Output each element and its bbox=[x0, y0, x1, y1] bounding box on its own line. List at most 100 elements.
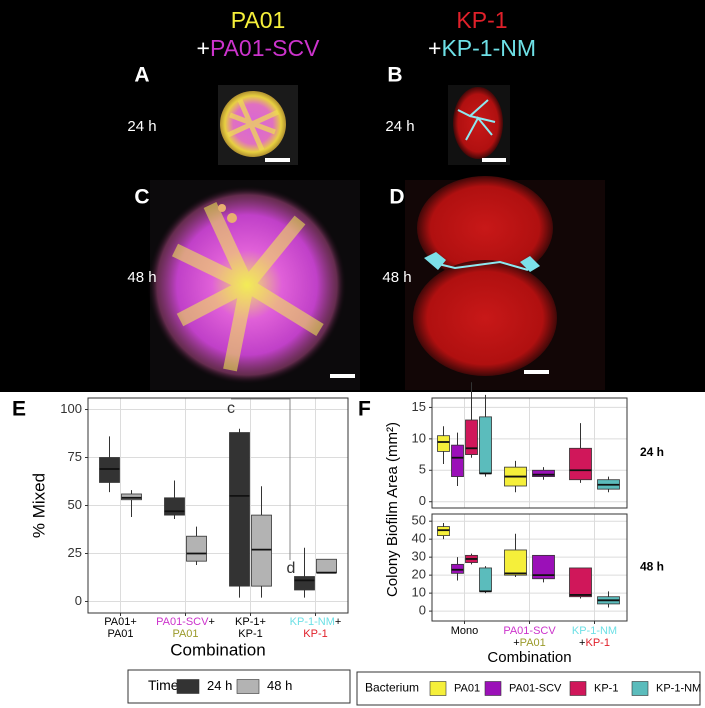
panel-label: E bbox=[12, 398, 26, 421]
box bbox=[121, 493, 142, 501]
panel-border bbox=[87, 397, 349, 614]
x-tick-label: Mono bbox=[451, 625, 479, 637]
time-label: 48 h bbox=[382, 269, 411, 286]
label-segment: KP-1 bbox=[585, 637, 609, 649]
box bbox=[504, 549, 527, 576]
scale-bar bbox=[265, 158, 290, 162]
legend-key bbox=[569, 681, 587, 696]
box bbox=[532, 469, 555, 477]
legend-label: 48 h bbox=[267, 678, 292, 693]
x-tick-label: PA01-SCV+ bbox=[156, 616, 215, 628]
colony-image bbox=[453, 87, 503, 159]
x-tick-label: PA01-SCV bbox=[503, 625, 556, 637]
label-segment: + bbox=[579, 637, 585, 649]
legend-key bbox=[631, 681, 649, 696]
x-tick-label: KP-1 bbox=[238, 628, 262, 640]
legend-label: PA01-SCV bbox=[509, 682, 562, 694]
label-segment: PA01 bbox=[520, 637, 546, 649]
facet-label: 24 h bbox=[640, 445, 664, 459]
scale-bar bbox=[482, 158, 506, 162]
x-tick-label: +PA01 bbox=[513, 637, 546, 649]
label-segment: + bbox=[513, 637, 519, 649]
colony-texture bbox=[227, 213, 237, 223]
header-bottom: +PA01-SCV bbox=[197, 35, 321, 61]
x-axis-title: Combination bbox=[170, 640, 265, 659]
box bbox=[569, 447, 592, 481]
legend-key bbox=[176, 679, 200, 694]
y-tick-label: 50 bbox=[412, 513, 426, 528]
significance-bracket bbox=[231, 398, 291, 560]
x-tick-label: KP-1+ bbox=[235, 616, 266, 628]
y-tick-label: 20 bbox=[412, 567, 426, 582]
y-tick-label: 10 bbox=[412, 585, 426, 600]
y-tick-label: 15 bbox=[412, 399, 426, 414]
label-segment: KP-1-NM bbox=[290, 616, 335, 628]
x-tick-label: PA01 bbox=[107, 628, 133, 640]
y-tick-label: 30 bbox=[412, 549, 426, 564]
y-axis-title: % Mixed bbox=[29, 473, 48, 538]
label-segment: PA01-SCV bbox=[503, 625, 556, 637]
header-top: PA01 bbox=[231, 7, 286, 33]
colony-image bbox=[417, 176, 553, 280]
header-plus: + bbox=[197, 35, 210, 61]
label-segment: PA01 bbox=[107, 628, 133, 640]
box bbox=[479, 416, 492, 474]
x-axis-title: Combination bbox=[487, 649, 571, 666]
label-segment: KP-1+ bbox=[235, 616, 266, 628]
x-tick-label: PA01+ bbox=[104, 616, 137, 628]
label-segment: PA01+ bbox=[104, 616, 137, 628]
panel-border bbox=[431, 397, 628, 509]
y-tick-label: 50 bbox=[68, 497, 82, 512]
y-tick-label: 25 bbox=[68, 545, 82, 560]
box bbox=[451, 444, 464, 477]
legend-title: Bacterium bbox=[365, 681, 419, 695]
label-segment: PA01 bbox=[172, 628, 198, 640]
box bbox=[164, 497, 185, 516]
time-label: 24 h bbox=[127, 118, 156, 135]
x-tick-label: KP-1-NM bbox=[572, 625, 617, 637]
box bbox=[251, 514, 272, 587]
colony-texture bbox=[429, 260, 529, 271]
y-tick-label: 0 bbox=[419, 493, 426, 508]
label-segment: KP-1 bbox=[303, 628, 327, 640]
x-tick-label: KP-1-NM+ bbox=[290, 616, 342, 628]
y-tick-label: 75 bbox=[68, 449, 82, 464]
y-axis-title: Colony Biofilm Area (mm²) bbox=[384, 422, 401, 597]
legend-label: 24 h bbox=[207, 678, 232, 693]
box bbox=[569, 567, 592, 598]
header-strain: PA01-SCV bbox=[210, 35, 320, 61]
facet-label: 48 h bbox=[640, 560, 664, 574]
y-tick-label: 0 bbox=[419, 603, 426, 618]
scale-bar bbox=[330, 374, 355, 378]
label-segment: + bbox=[335, 616, 341, 628]
label-segment: KP-1-NM bbox=[572, 625, 617, 637]
panel-label: C bbox=[134, 186, 149, 209]
colony-texture bbox=[457, 99, 496, 141]
header-top: KP-1 bbox=[456, 7, 507, 33]
label-segment: PA01-SCV bbox=[156, 616, 209, 628]
box bbox=[316, 558, 337, 574]
colony-texture bbox=[424, 252, 540, 272]
x-tick-label: PA01 bbox=[172, 628, 198, 640]
time-label: 48 h bbox=[127, 269, 156, 286]
header-strain: KP-1-NM bbox=[441, 35, 536, 61]
colony-texture bbox=[171, 202, 324, 372]
colony-texture bbox=[226, 98, 280, 152]
header-bottom: +KP-1-NM bbox=[428, 35, 536, 61]
box bbox=[294, 576, 315, 591]
panel-label: B bbox=[387, 64, 402, 87]
legend-title: Time bbox=[148, 677, 179, 693]
x-tick-label: +KP-1 bbox=[579, 637, 610, 649]
label-segment: KP-1 bbox=[238, 628, 262, 640]
header-plus: + bbox=[428, 35, 441, 61]
legend-label: KP-1-NM bbox=[656, 682, 701, 694]
y-tick-label: 100 bbox=[60, 401, 82, 416]
colony-image bbox=[413, 260, 557, 376]
legend-key bbox=[236, 679, 260, 694]
y-tick-label: 0 bbox=[75, 593, 82, 608]
box bbox=[465, 419, 478, 455]
box bbox=[532, 554, 555, 580]
label-segment: + bbox=[208, 616, 214, 628]
